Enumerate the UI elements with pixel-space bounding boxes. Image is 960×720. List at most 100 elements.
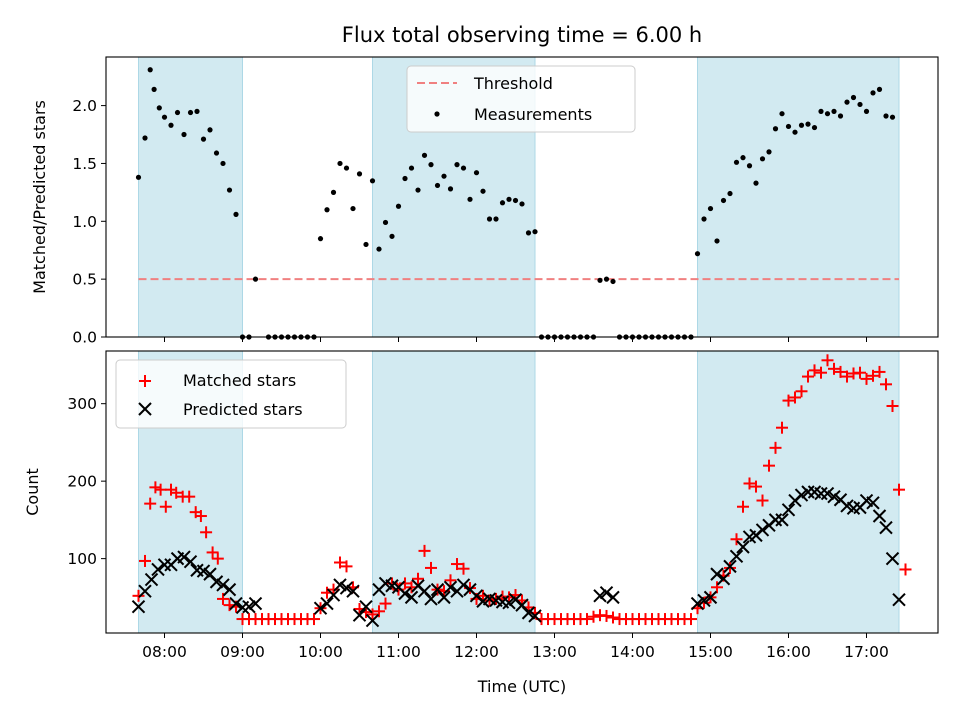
measurement-point <box>870 90 876 96</box>
matched-point <box>834 365 847 378</box>
top-axes-frame <box>105 56 939 338</box>
predicted-point <box>755 523 770 537</box>
measurement-point <box>369 178 376 184</box>
x-tick-label: 11:00 <box>376 643 421 661</box>
measurement-point <box>337 160 343 167</box>
predicted-point <box>229 596 243 611</box>
measurement-point <box>818 108 824 114</box>
predicted-point <box>131 599 146 614</box>
predicted-point <box>814 486 828 501</box>
matched-point <box>841 370 853 383</box>
measurement-point <box>421 152 428 158</box>
measurement-point <box>753 180 759 186</box>
matched-point <box>769 441 782 454</box>
matched-point <box>724 561 736 574</box>
matched-point <box>451 558 463 571</box>
y-tick-label: 300 <box>67 395 97 413</box>
measurement-point <box>519 201 525 207</box>
legend-predicted-swatch <box>138 402 152 416</box>
measurement-point <box>363 241 369 248</box>
matched-point <box>873 365 886 378</box>
predicted-point <box>502 596 516 610</box>
matched-point <box>334 556 346 569</box>
measurement-point <box>382 219 389 226</box>
measurement-point <box>610 278 616 285</box>
matched-point <box>711 581 723 594</box>
x-tick-label: 10:00 <box>298 643 343 661</box>
predicted-point <box>209 575 224 589</box>
measurement-point <box>727 190 733 197</box>
measurement-point <box>785 123 792 130</box>
y-tick-label: 0.0 <box>72 329 97 347</box>
predicted-point <box>690 596 705 611</box>
measurement-point <box>434 182 441 189</box>
measurement-point <box>161 114 168 120</box>
matched-point <box>808 364 821 377</box>
predicted-point <box>365 613 380 628</box>
matched-point <box>412 572 424 585</box>
measurement-point <box>324 207 330 213</box>
measurement-point <box>772 126 779 132</box>
matched-point <box>444 574 457 587</box>
predicted-point <box>359 599 373 614</box>
predicted-point <box>144 572 159 587</box>
legend-measurements-swatch <box>434 111 440 117</box>
measurement-point <box>252 276 259 282</box>
predicted-point <box>736 540 750 554</box>
y-tick-label: 1.5 <box>72 155 97 173</box>
top-y-ticks: 0.0 0.5 1.0 1.5 2.0 <box>72 97 106 347</box>
predicted-point <box>872 509 887 523</box>
measurement-point <box>395 203 402 209</box>
measurement-point <box>506 196 512 202</box>
matched-point <box>139 554 151 567</box>
bottom-x-ticks: 08:00 09:00 10:00 11:00 12:00 13:00 14:00 15:00… <box>142 633 889 661</box>
legend-predicted-label: Predicted stars <box>183 400 303 419</box>
legend-measurements-label: Measurements <box>474 105 592 124</box>
matched-point <box>737 500 749 513</box>
top-legend-box <box>406 65 636 133</box>
measurement-point <box>746 163 753 169</box>
measurement-point <box>142 135 148 141</box>
matched-point <box>685 613 697 626</box>
matched-point <box>789 391 801 404</box>
predicted-point <box>313 601 328 615</box>
predicted-point <box>794 488 809 502</box>
x-axis-label: Time (UTC) <box>477 677 566 696</box>
predicted-point <box>424 592 438 606</box>
y-tick-label: 2.0 <box>72 97 97 115</box>
matched-point <box>821 354 834 367</box>
measurement-point <box>447 186 454 192</box>
predicted-point <box>346 584 360 598</box>
measurement-point <box>811 124 818 131</box>
measurement-point <box>174 109 181 116</box>
measurement-point <box>889 114 896 120</box>
predicted-point <box>801 485 815 499</box>
matched-point <box>379 597 392 610</box>
matched-point <box>860 372 873 385</box>
predicted-point <box>716 572 731 586</box>
x-tick-label: 13:00 <box>532 643 577 661</box>
predicted-point <box>528 609 542 623</box>
matched-point <box>581 613 593 626</box>
matched-point <box>183 490 196 503</box>
measurement-point <box>200 136 207 142</box>
predicted-point <box>768 513 783 527</box>
matched-point <box>899 563 912 576</box>
measurement-point <box>707 205 714 212</box>
matched-point <box>756 494 769 507</box>
measurement-point <box>147 67 153 73</box>
measurement-point <box>408 165 415 171</box>
predicted-point <box>775 513 789 527</box>
x-tick-label: 16:00 <box>766 643 811 661</box>
matched-point <box>750 480 762 493</box>
predicted-point <box>892 592 906 607</box>
predicted-point <box>157 558 172 572</box>
bottom-panel: 100 200 300 08:00 09:00 10:00 11:00 12:00 13:00… <box>23 350 939 696</box>
bottom-legend: Matched stars Predicted stars <box>115 359 347 429</box>
measurement-point <box>603 276 610 282</box>
measurement-point <box>343 165 350 171</box>
bottom-legend-box <box>115 359 347 429</box>
predicted-point <box>177 550 191 564</box>
measurement-point <box>213 150 220 156</box>
